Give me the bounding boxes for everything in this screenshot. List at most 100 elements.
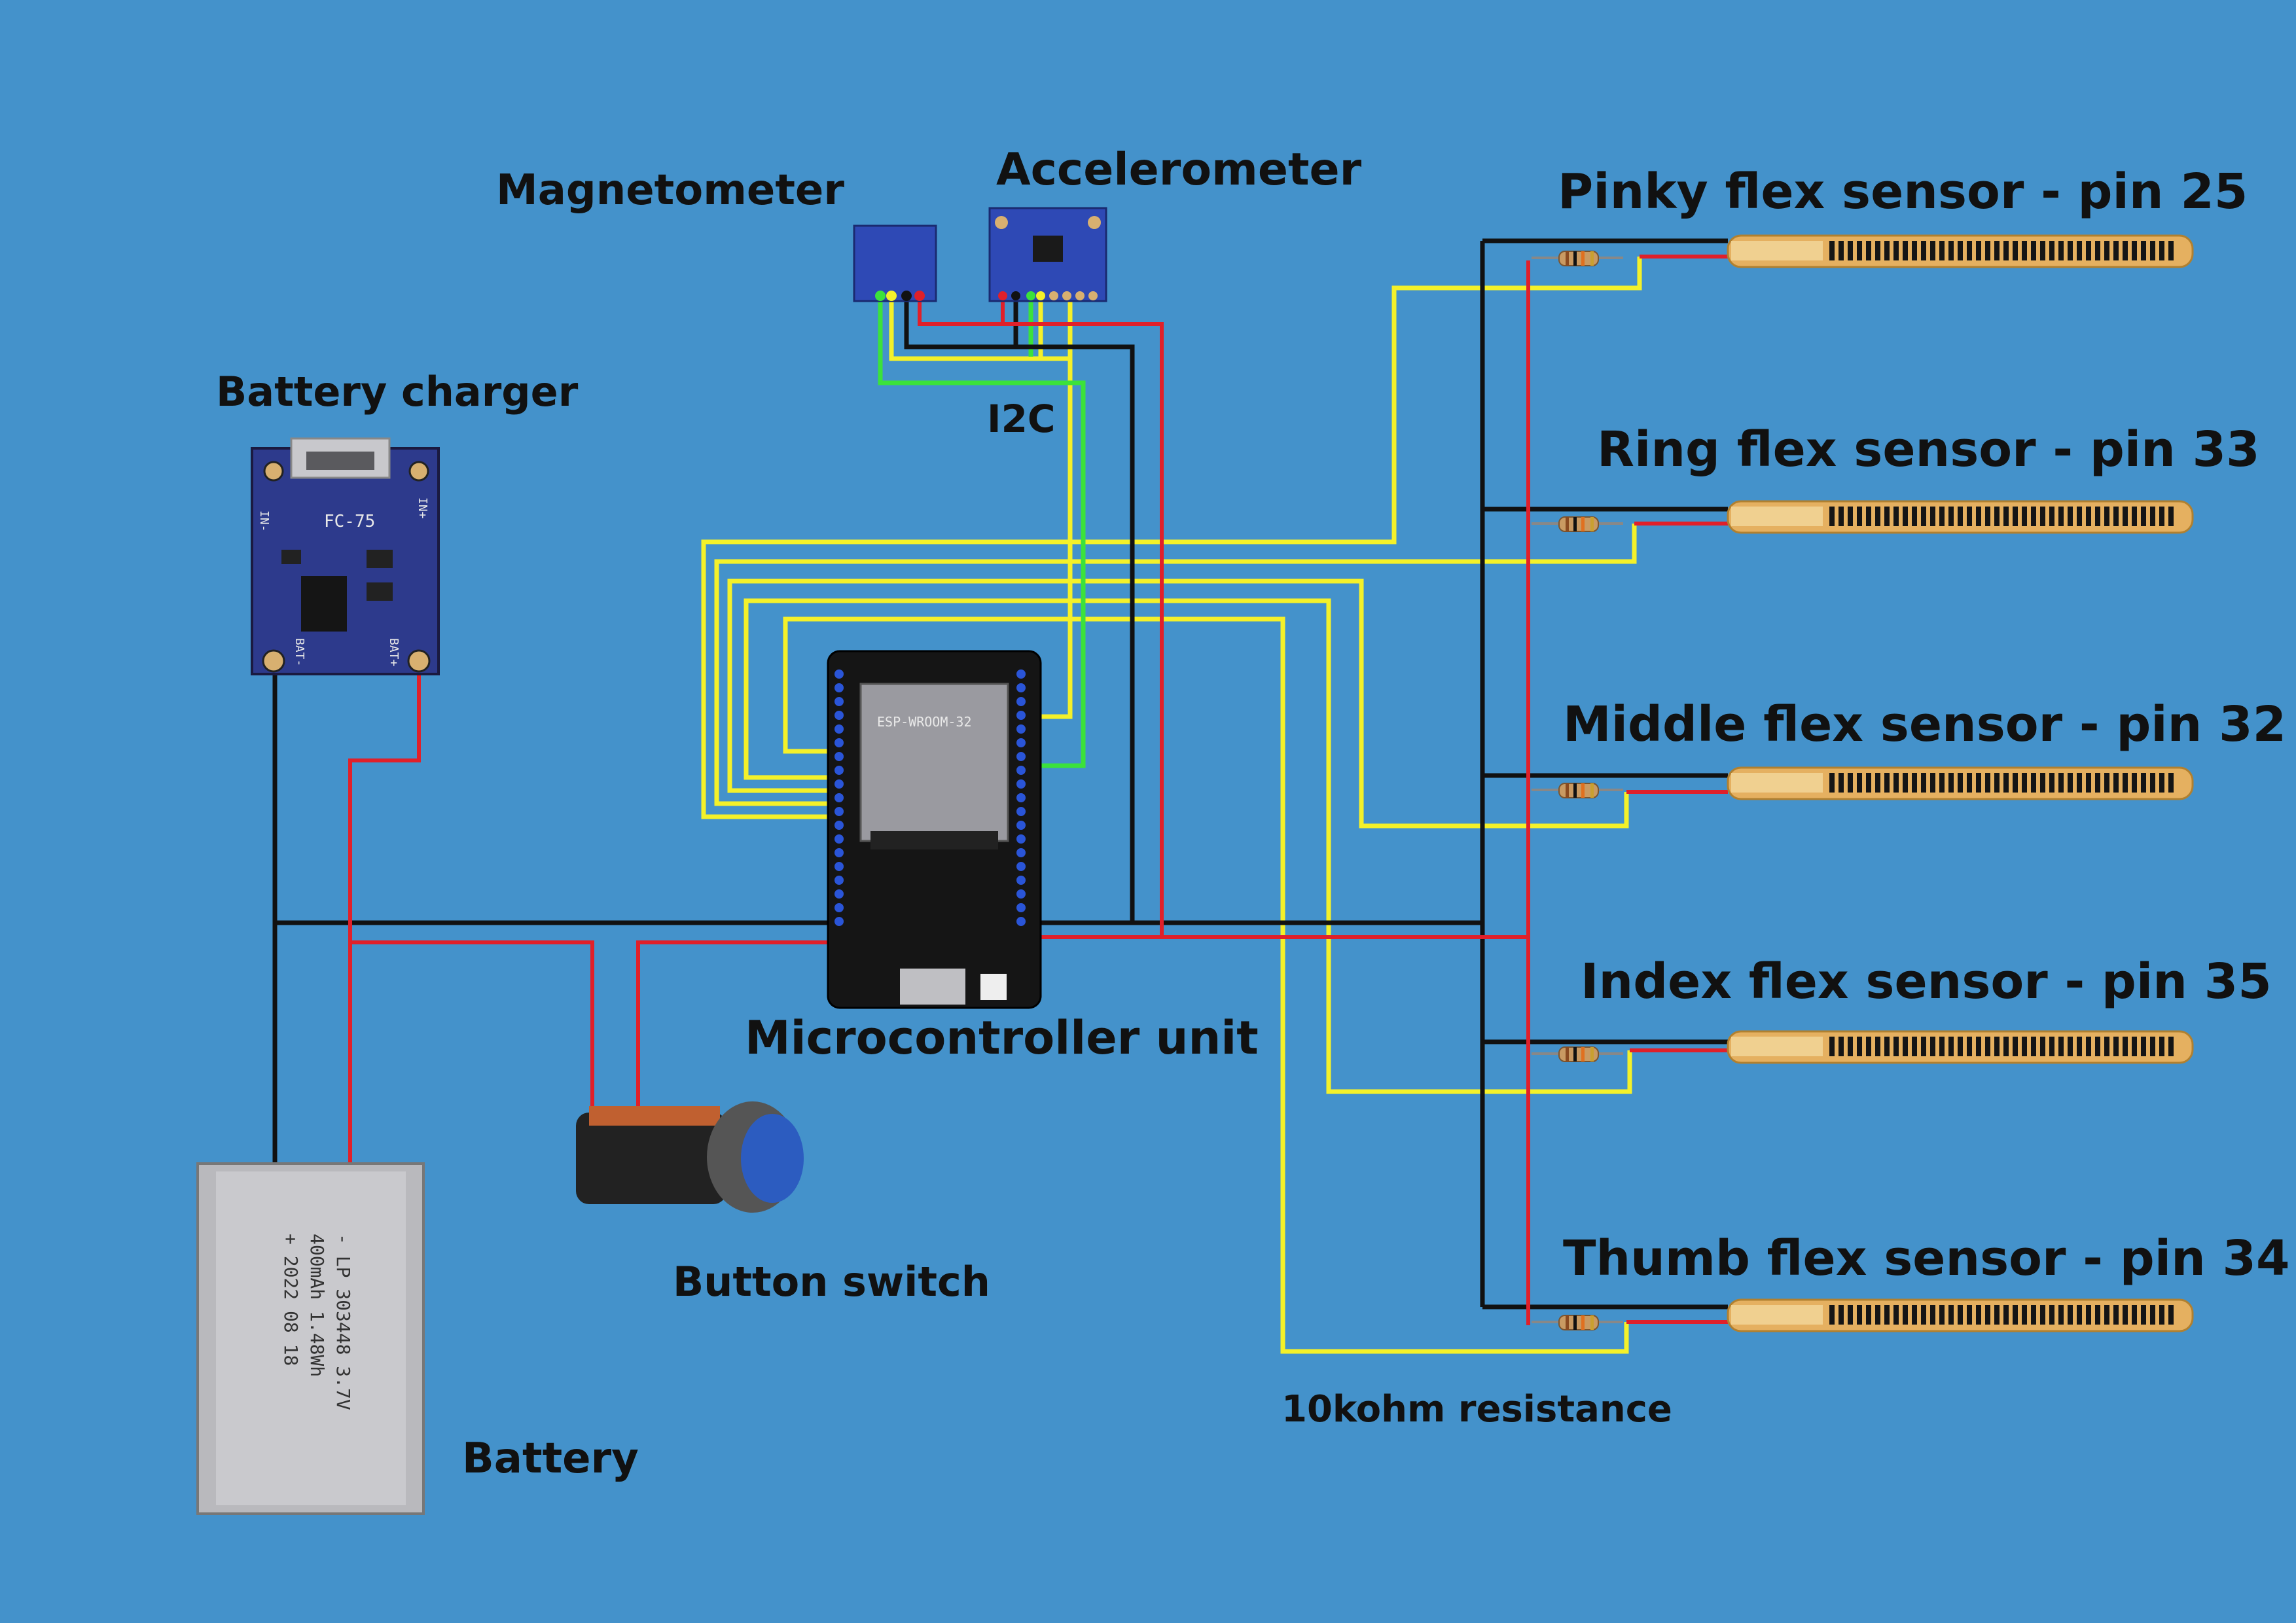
mcu-pin-icon (834, 821, 844, 830)
magnetometer-label: Magnetometer (496, 166, 844, 215)
esp32-board-icon: ESP-WROOM-32 (827, 650, 1042, 1009)
battery-text-1: - LP 303448 3.7V (332, 1234, 354, 1410)
battery-charger-board-icon: FC-75 IN- IN+ BAT- BAT+ (251, 437, 440, 675)
sda-wire-green (878, 298, 1086, 768)
charger-bat-plus (348, 661, 421, 1178)
resistance-label: 10kohm resistance (1282, 1388, 1672, 1431)
thumb-sensor-label: Thumb flex sensor - pin 34 (1563, 1230, 2290, 1287)
magnetometer-board-icon (853, 224, 937, 302)
middle-signal-wire (727, 579, 1629, 829)
ground-wires (272, 238, 1728, 1310)
ring-resistor-icon (1532, 516, 1623, 532)
mcu-pin-icon (1016, 711, 1026, 720)
labels: Magnetometer Accelerometer Battery charg… (216, 144, 2290, 1483)
esp-module-text: ESP-WROOM-32 (877, 714, 972, 730)
mcu-pin-icon (834, 848, 844, 857)
button-to-mcu (636, 940, 839, 1120)
mcu-pin-icon (1016, 807, 1026, 816)
mcu-pin-icon (1016, 752, 1026, 761)
signal-wires (701, 257, 1642, 1354)
index-sensor-label: Index flex sensor - pin 35 (1581, 954, 2272, 1010)
mcu-pin-icon (834, 793, 844, 802)
middle-sensor-label: Middle flex sensor - pin 32 (1563, 696, 2286, 753)
mcu-pin-icon (834, 738, 844, 747)
charger-to-button (350, 940, 594, 1120)
mcu-pin-icon (834, 669, 844, 679)
mcu-pin-icon (834, 876, 844, 885)
index-resistor-icon (1532, 1046, 1623, 1062)
pinky-signal-wire (701, 257, 1642, 819)
thumb-signal-wire (783, 616, 1629, 1354)
mcu-pin-icon (1016, 766, 1026, 775)
mcu-pin-icon (834, 724, 844, 734)
pinky-flex-sensor-icon (1727, 234, 2194, 268)
mcu-pin-icon (1016, 683, 1026, 692)
mcu-right-pins (1016, 669, 1026, 926)
charger-in-minus-text: IN- (257, 510, 271, 532)
charger-bat-plus-text: BAT+ (387, 638, 401, 667)
scl-wire-yellow (1014, 298, 1073, 719)
sda-wire-yellow (889, 298, 1073, 361)
mcu-pin-icon (1016, 834, 1026, 844)
mcu-pin-icon (834, 766, 844, 775)
button-switch-label: Button switch (673, 1258, 990, 1306)
mcu-pin-icon (1016, 724, 1026, 734)
mcu-pin-icon (1016, 793, 1026, 802)
mcu-pin-icon (834, 752, 844, 761)
mcu-left-pins (834, 669, 844, 926)
i2c-wires (878, 298, 1086, 768)
index-flex-sensor-icon (1727, 1030, 2194, 1064)
wires (272, 238, 1728, 1354)
ring-signal-wire (714, 524, 1637, 806)
mcu-pin-icon (1016, 848, 1026, 857)
push-button-icon (576, 1101, 804, 1213)
middle-resistor-icon (1532, 783, 1623, 798)
charger-model-text: FC-75 (324, 512, 375, 531)
mcu-pin-icon (834, 834, 844, 844)
ring-flex-sensor-icon (1727, 500, 2194, 534)
mcu-pin-icon (1016, 669, 1026, 679)
mcu-pin-icon (834, 903, 844, 912)
battery-text-3: + 2022 08 18 (280, 1234, 302, 1366)
mcu-pin-icon (1016, 697, 1026, 706)
mcu-pin-icon (1016, 876, 1026, 885)
mcu-pin-icon (834, 807, 844, 816)
charger-bat-minus-text: BAT- (293, 638, 306, 666)
power-wires (348, 255, 1728, 1325)
pinky-sensor-label: Pinky flex sensor - pin 25 (1558, 164, 2248, 220)
thumb-flex-sensor-icon (1727, 1298, 2194, 1332)
mcu-pin-icon (1016, 862, 1026, 871)
imu-power (918, 298, 1164, 937)
battery-label: Battery (462, 1435, 639, 1483)
accelerometer-label: Accelerometer (996, 144, 1362, 196)
mcu-pin-icon (834, 862, 844, 871)
lipo-battery-icon: - LP 303448 3.7V 400mAh 1.48Wh + 2022 08… (196, 1162, 425, 1515)
charger-in-plus-text: IN+ (416, 497, 429, 519)
resistors (1532, 251, 1623, 1330)
battery-charger-label: Battery charger (216, 368, 579, 416)
accelerometer-board-icon (988, 207, 1107, 302)
pinky-resistor-icon (1532, 251, 1623, 266)
ring-sensor-label: Ring flex sensor - pin 33 (1597, 421, 2260, 478)
mcu-pin-icon (1016, 821, 1026, 830)
mcu-pin-icon (834, 779, 844, 789)
mcu-pin-icon (1016, 779, 1026, 789)
mcu-pin-icon (1016, 917, 1026, 926)
mcu-pin-icon (1016, 889, 1026, 899)
mcu-pin-icon (834, 697, 844, 706)
mcu-pin-icon (1016, 738, 1026, 747)
i2c-label: I2C (987, 397, 1056, 441)
thumb-resistor-icon (1532, 1315, 1623, 1330)
mcu-pin-icon (834, 711, 844, 720)
mcu-pin-icon (1016, 903, 1026, 912)
index-signal-wire (744, 598, 1632, 1094)
mcu-pin-icon (834, 683, 844, 692)
microcontroller-label: Microcontroller unit (745, 1011, 1259, 1065)
mcu-pin-icon (834, 917, 844, 926)
mcu-pin-icon (834, 889, 844, 899)
battery-text-2: 400mAh 1.48Wh (306, 1234, 328, 1377)
flex-sensors (1727, 234, 2194, 1332)
middle-flex-sensor-icon (1727, 766, 2194, 800)
imu-ground (904, 298, 1135, 923)
